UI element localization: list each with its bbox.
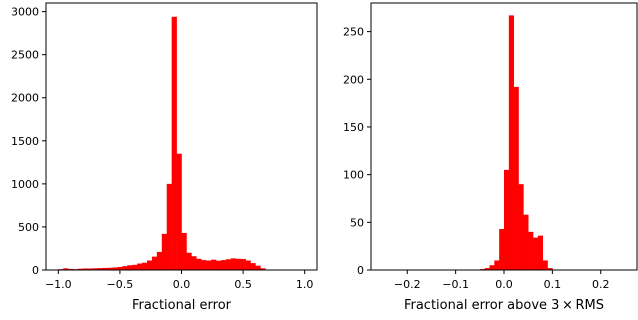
left-x-tick-label: −0.5: [107, 278, 134, 291]
left-histogram-bar: [201, 260, 206, 270]
left-y-tick-label: 1000: [11, 178, 39, 191]
right-y-tick-label: 0: [357, 264, 364, 277]
left-y-tick-label: 2000: [11, 92, 39, 105]
left-histogram-panel: −1.0 −0.5 0.0 0.5 1.0 0 500 1000 1500 2000 2500 300…: [11, 3, 317, 313]
left-histogram-bar: [231, 258, 236, 270]
right-y-tick-label: 100: [343, 169, 364, 182]
right-x-tick-label: −0.2: [394, 278, 421, 291]
right-y-tick-label: 250: [343, 26, 364, 39]
left-y-tick-label: 2500: [11, 49, 39, 62]
left-histogram-bar: [142, 263, 147, 270]
left-histogram-bar: [221, 260, 226, 270]
right-histogram-bar: [543, 260, 548, 270]
left-histogram-bar: [167, 184, 172, 270]
left-y-tick-label: 500: [18, 221, 39, 234]
left-histogram-bar: [162, 234, 167, 270]
right-y-tick-label: 150: [343, 121, 364, 134]
right-x-tick-label: 0.2: [592, 278, 610, 291]
right-histogram-bar: [533, 238, 538, 270]
left-y-tick-label: 0: [32, 264, 39, 277]
right-histogram-bar: [514, 87, 519, 270]
left-histogram-bar: [236, 259, 241, 270]
left-histogram-bar: [122, 266, 127, 270]
left-histogram-bar: [186, 253, 191, 270]
left-histogram-bar: [191, 256, 196, 270]
right-histogram-bar: [519, 184, 524, 270]
left-histogram-bar: [157, 252, 162, 270]
left-histogram-bar: [127, 265, 132, 270]
left-histogram-bar: [172, 17, 177, 270]
right-histogram-panel: −0.2 −0.1 0.0 0.1 0.2 0 50 100 150 200 250 Fraction…: [343, 3, 637, 313]
left-histogram-bar: [147, 261, 152, 270]
left-histogram-bar: [255, 266, 260, 270]
left-x-tick-label: 0.5: [234, 278, 252, 291]
right-x-axis-label: Fractional error above 3 × RMS: [404, 298, 604, 313]
left-histogram-bar: [152, 257, 157, 270]
left-histogram-bar: [196, 259, 201, 270]
left-histogram-bar: [241, 259, 246, 270]
left-histogram-bar: [182, 233, 187, 270]
right-y-tick-label: 50: [350, 216, 364, 229]
left-histogram-bar: [246, 261, 251, 270]
right-histogram-bar: [499, 229, 504, 270]
right-histogram-bar: [504, 170, 509, 270]
right-x-tick-label: 0.0: [495, 278, 513, 291]
right-histogram-bar: [509, 15, 514, 270]
left-histogram-bar: [132, 265, 137, 270]
left-histogram-bar: [216, 261, 221, 270]
left-x-tick-label: −1.0: [45, 278, 72, 291]
left-histogram-bar: [177, 154, 182, 270]
left-histogram-bar: [211, 260, 216, 270]
right-histogram-bar: [538, 236, 543, 270]
right-histogram-bar: [528, 232, 533, 270]
right-x-tick-label: 0.1: [544, 278, 562, 291]
right-x-tick-label: −0.1: [442, 278, 469, 291]
left-histogram-bar: [206, 261, 211, 270]
left-y-tick-label: 1500: [11, 135, 39, 148]
left-histogram-bar: [226, 259, 231, 270]
left-histogram-bar: [137, 264, 142, 270]
left-x-tick-label: 0.0: [173, 278, 191, 291]
left-histogram-bar: [250, 263, 255, 270]
right-histogram-bar: [494, 260, 499, 270]
right-histogram-bar: [523, 215, 528, 270]
right-histogram-bar: [489, 265, 494, 270]
left-y-tick-label: 3000: [11, 6, 39, 19]
left-x-tick-label: 1.0: [296, 278, 314, 291]
left-x-axis-label: Fractional error: [132, 298, 232, 313]
right-y-tick-label: 200: [343, 73, 364, 86]
